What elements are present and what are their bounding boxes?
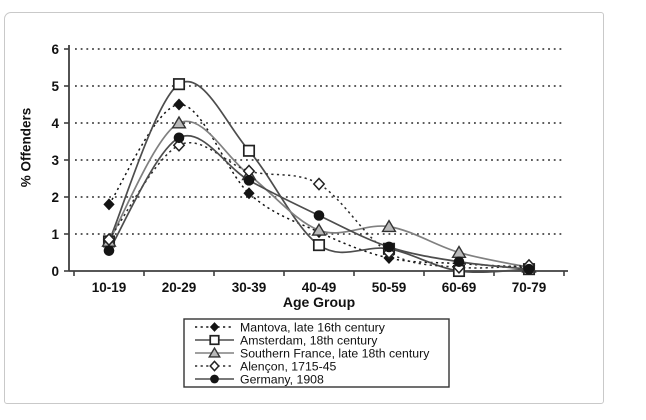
data-point-0-2 — [243, 187, 255, 200]
legend-label: Southern France, late 18th century — [240, 346, 430, 360]
data-point-1-2 — [242, 144, 256, 157]
legend-label: Germany, 1908 — [240, 372, 324, 386]
legend-label: Alençon, 1715-45 — [240, 359, 337, 373]
chart-card: 0 1 2 3 4 5 6 10-19 20-29 30-39 40-49 50-59 60-69 70-… — [4, 12, 604, 404]
data-point-1-3 — [312, 239, 326, 252]
y-tick-label: 2 — [51, 190, 59, 205]
data-point-3-0 — [102, 232, 116, 247]
legend-marker-1 — [209, 334, 220, 346]
series-line-1 — [108, 80, 530, 274]
y-tick-label: 4 — [51, 116, 59, 131]
data-point-0-0 — [103, 198, 115, 211]
legend-label: Amsterdam, 18th century — [240, 333, 378, 347]
y-axis-title: % Offenders — [18, 107, 34, 188]
data-point-4-1 — [173, 132, 185, 144]
legend-marker-3 — [209, 360, 220, 372]
y-tick-label: 5 — [51, 79, 59, 94]
x-tick-label: 20-29 — [162, 280, 197, 295]
legend-marker-4 — [210, 374, 219, 384]
y-tick-label: 3 — [51, 153, 59, 168]
legend-marker-2 — [208, 346, 221, 358]
x-tick-label: 10-19 — [92, 280, 127, 295]
data-point-4-0 — [103, 245, 115, 256]
x-tick-label: 60-69 — [442, 280, 477, 295]
x-tick-label: 40-49 — [302, 280, 337, 295]
data-point-4-6 — [523, 263, 535, 275]
legend-label: Mantova, late 16th century — [240, 320, 386, 334]
y-tick-label: 1 — [51, 227, 59, 242]
x-tick-label: 30-39 — [232, 280, 267, 295]
data-point-1-1 — [172, 78, 186, 91]
x-tick-label: 70-79 — [512, 280, 547, 295]
data-point-2-1 — [171, 115, 187, 129]
y-tick-label: 0 — [51, 264, 59, 279]
legend-marker-0 — [209, 322, 220, 332]
data-point-2-3 — [311, 222, 327, 236]
y-tick-label: 6 — [51, 42, 59, 57]
x-axis-title: Age Group — [282, 294, 356, 310]
data-point-2-4 — [381, 219, 397, 233]
x-tick-label: 50-59 — [372, 280, 407, 295]
data-point-0-1 — [173, 98, 185, 111]
data-point-4-5 — [453, 256, 465, 268]
data-point-3-3 — [312, 177, 326, 191]
data-point-3-1 — [172, 138, 186, 152]
data-point-4-4 — [383, 241, 395, 253]
data-point-4-3 — [313, 210, 325, 221]
data-point-4-2 — [243, 175, 255, 186]
series-line-0 — [108, 103, 530, 269]
offenders-by-age-line-chart: 0 1 2 3 4 5 6 10-19 20-29 30-39 40-49 50-59 60-69 70-… — [51, 42, 568, 388]
